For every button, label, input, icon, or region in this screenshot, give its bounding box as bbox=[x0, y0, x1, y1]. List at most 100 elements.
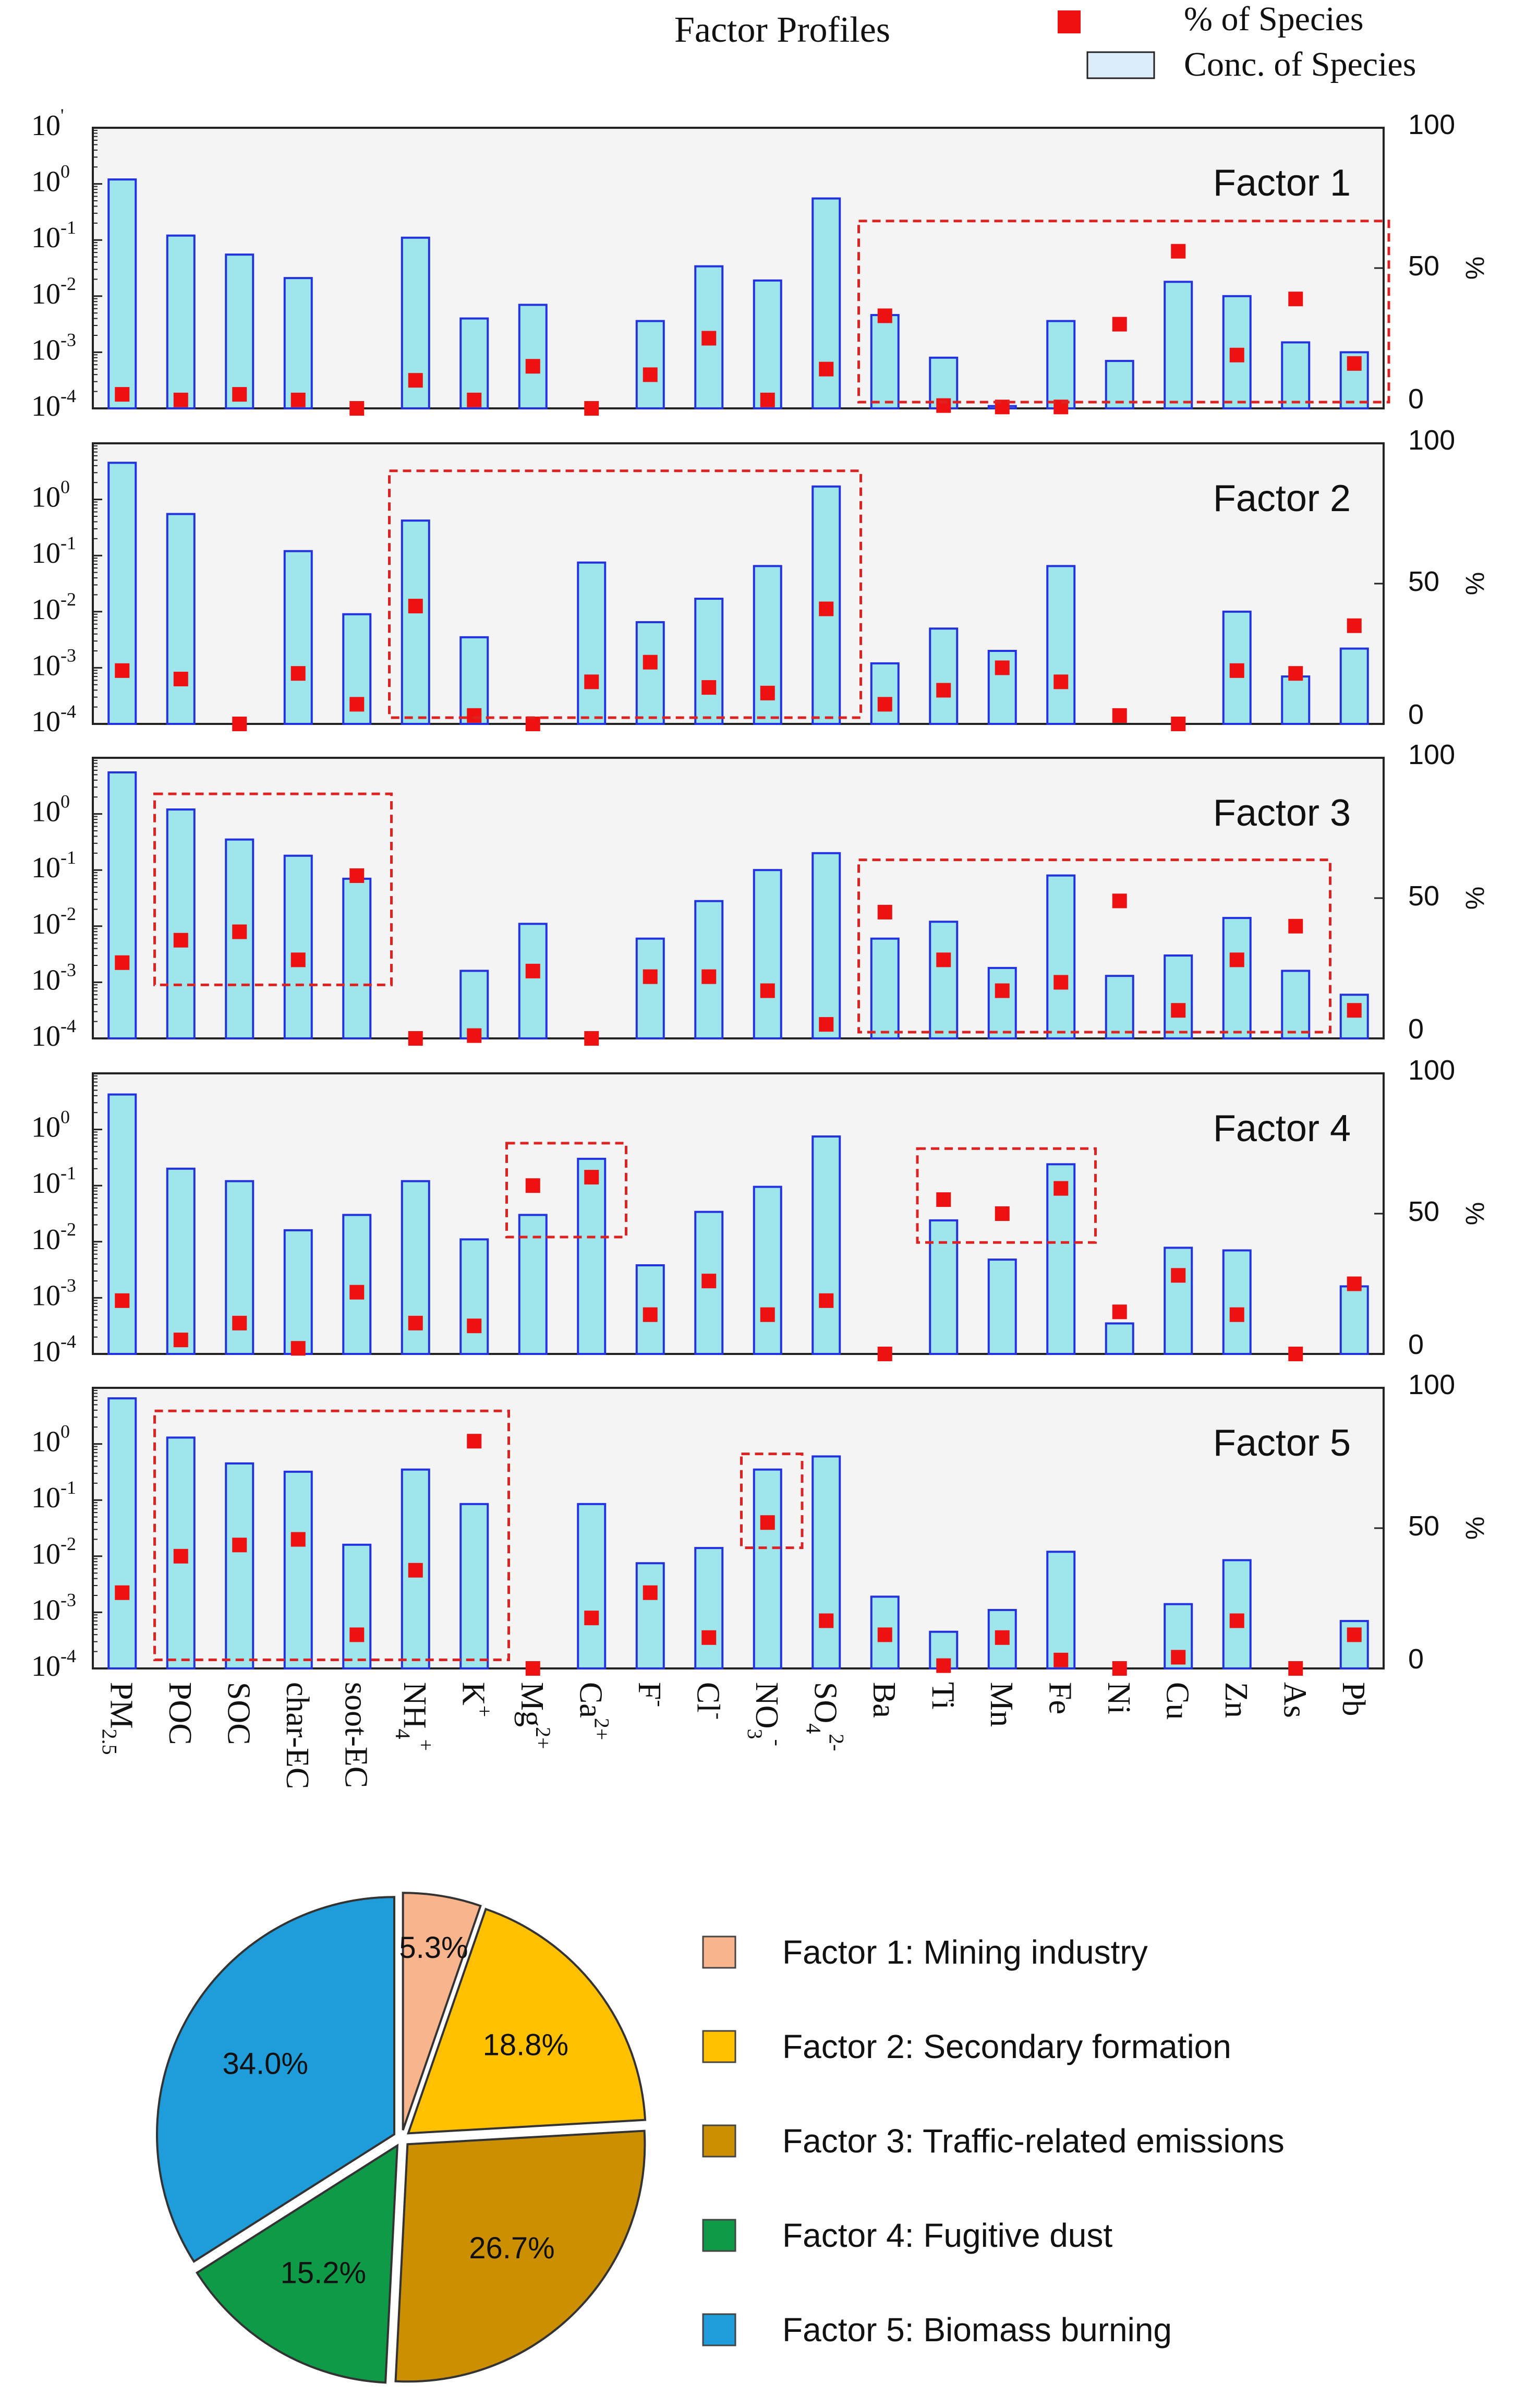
conc-bar bbox=[1339, 647, 1369, 725]
legend-swatch-bars bbox=[1086, 51, 1155, 79]
conc-bar bbox=[166, 513, 196, 725]
pct-point bbox=[877, 904, 892, 919]
pct-point bbox=[173, 1333, 188, 1348]
pct-point bbox=[115, 663, 130, 678]
species-label: Ti bbox=[925, 1682, 960, 1710]
pct-point bbox=[525, 963, 540, 978]
pct-point bbox=[1288, 292, 1303, 307]
conc-bar bbox=[577, 1157, 607, 1356]
pct-point bbox=[760, 392, 775, 407]
pct-point bbox=[936, 952, 951, 967]
conc-bar bbox=[1339, 1285, 1369, 1356]
conc-bar bbox=[929, 1219, 959, 1355]
pct-point bbox=[290, 952, 306, 967]
conc-bar bbox=[1046, 874, 1076, 1040]
species-label: POC bbox=[162, 1682, 198, 1745]
left-tick-label: 10-1 bbox=[31, 533, 76, 570]
pct-point bbox=[232, 1538, 247, 1553]
right-tick-label: 50 bbox=[1408, 1510, 1439, 1542]
conc-bar bbox=[342, 1543, 372, 1669]
pct-point bbox=[1112, 1661, 1127, 1676]
pct-point bbox=[1288, 1347, 1303, 1361]
pct-point bbox=[467, 708, 482, 723]
pct-point bbox=[1229, 347, 1244, 362]
conc-bar bbox=[753, 279, 782, 409]
right-tick-label: 50 bbox=[1408, 880, 1439, 912]
pct-point bbox=[1347, 618, 1362, 633]
conc-bar bbox=[1164, 281, 1193, 410]
left-tick-label: 10-2 bbox=[31, 1533, 76, 1570]
pct-point bbox=[115, 1585, 130, 1600]
factor-label: Factor 5 bbox=[1213, 1422, 1351, 1464]
left-tick-label: 10-3 bbox=[31, 329, 76, 366]
pct-point bbox=[349, 401, 365, 416]
right-tick-label: 0 bbox=[1408, 1013, 1424, 1045]
pct-point bbox=[819, 1017, 834, 1032]
pie-slice bbox=[394, 2129, 646, 2383]
conc-bar bbox=[401, 236, 430, 409]
species-label: PM2.5 bbox=[98, 1682, 139, 1755]
right-tick-label: 50 bbox=[1408, 250, 1439, 282]
left-tick-label: 10-1 bbox=[31, 1163, 76, 1200]
pct-point bbox=[1288, 918, 1303, 934]
pct-point bbox=[995, 983, 1010, 998]
right-axis-unit: % bbox=[1460, 572, 1489, 595]
conc-bar bbox=[107, 462, 137, 725]
pct-point bbox=[1171, 1003, 1186, 1018]
conc-bar bbox=[1164, 954, 1193, 1040]
pct-point bbox=[760, 1515, 775, 1530]
pct-point bbox=[1171, 1650, 1186, 1665]
left-tick-label: 10-4 bbox=[31, 1645, 76, 1683]
conc-bar bbox=[811, 197, 841, 409]
species-axis-labels: PM2.5 POC SOC char-EC soot-EC NH4+ K+ Mg2+ Ca2+ F… bbox=[98, 1682, 1371, 1789]
conc-bar bbox=[635, 621, 665, 725]
conc-bar bbox=[166, 1167, 196, 1355]
conc-bar bbox=[1281, 341, 1311, 409]
conc-bar bbox=[283, 277, 313, 409]
species-label: SOC bbox=[221, 1682, 256, 1745]
conc-bar bbox=[987, 1608, 1017, 1669]
pie-legend-label: Factor 5: Biomass burning bbox=[782, 2311, 1172, 2349]
right-tick-label: 100 bbox=[1408, 739, 1455, 770]
pie-slice-label: 26.7% bbox=[469, 2231, 554, 2265]
conc-bar bbox=[1164, 1247, 1193, 1356]
pct-point bbox=[290, 666, 306, 681]
pie-legend: Factor 1: Mining industry Factor 2: Secon… bbox=[702, 1933, 1285, 2349]
right-tick-label: 0 bbox=[1408, 383, 1424, 415]
pct-point bbox=[232, 387, 247, 402]
pct-point bbox=[701, 680, 717, 695]
pct-point bbox=[936, 1192, 951, 1207]
conc-bar bbox=[107, 178, 137, 409]
species-label: Pb bbox=[1336, 1682, 1371, 1716]
pct-point bbox=[584, 674, 599, 689]
conc-bar bbox=[107, 1397, 137, 1670]
right-axis-unit: % bbox=[1460, 1517, 1489, 1540]
pct-point bbox=[1288, 666, 1303, 681]
pct-point bbox=[936, 683, 951, 698]
pct-point bbox=[1053, 1181, 1069, 1196]
pie-legend-label: Factor 4: Fugitive dust bbox=[782, 2217, 1112, 2254]
pct-point bbox=[877, 308, 892, 323]
pct-point bbox=[232, 1315, 247, 1330]
conc-bar bbox=[1046, 565, 1076, 725]
highlight-box bbox=[388, 469, 862, 719]
conc-bar bbox=[225, 1462, 255, 1669]
right-axis-unit: % bbox=[1460, 1202, 1489, 1225]
pct-point bbox=[584, 1611, 599, 1626]
pct-point bbox=[1347, 1276, 1362, 1291]
pct-point bbox=[643, 655, 658, 670]
right-tick-label: 100 bbox=[1408, 1369, 1455, 1400]
conc-bar bbox=[283, 1470, 313, 1670]
conc-bar bbox=[929, 627, 959, 725]
pct-point bbox=[115, 1293, 130, 1308]
pct-point bbox=[173, 671, 188, 686]
pct-point bbox=[408, 373, 423, 388]
conc-bar bbox=[811, 852, 841, 1040]
pct-point bbox=[1347, 1627, 1362, 1642]
pct-point bbox=[349, 868, 365, 883]
conc-bar bbox=[811, 1455, 841, 1670]
conc-bar bbox=[283, 1229, 313, 1355]
factor-label: Factor 3 bbox=[1213, 792, 1351, 834]
pct-point bbox=[408, 1315, 423, 1330]
